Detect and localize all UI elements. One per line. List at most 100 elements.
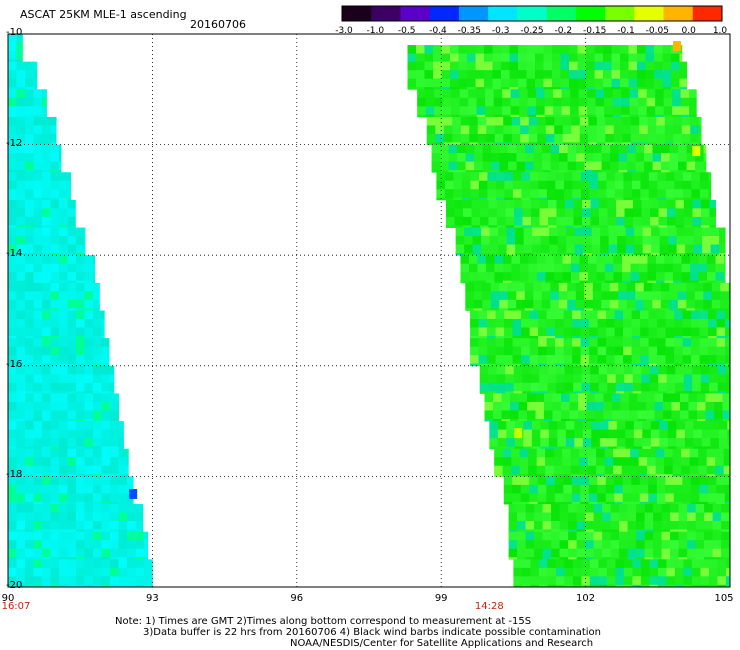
data-cell (640, 338, 649, 348)
data-cell (710, 236, 720, 245)
data-cell (682, 180, 692, 190)
data-cell (546, 336, 556, 339)
data-cell (526, 61, 536, 71)
data-cell (518, 87, 527, 90)
data-cell (513, 567, 523, 577)
data-cell (50, 216, 60, 226)
data-cell (661, 529, 671, 533)
data-cell (570, 89, 580, 99)
data-cell (50, 540, 60, 550)
data-cell (692, 216, 702, 226)
data-cell (50, 180, 60, 190)
data-cell (562, 448, 572, 458)
data-cell (572, 319, 581, 328)
data-cell (661, 153, 670, 162)
data-cell (16, 216, 26, 226)
data-cell (663, 114, 673, 118)
data-cell (59, 253, 68, 256)
data-cell (692, 391, 702, 394)
data-cell (514, 225, 523, 228)
data-cell (599, 438, 609, 447)
data-cell (504, 310, 513, 320)
data-cell (536, 280, 546, 284)
data-cell (144, 584, 153, 588)
data-cell (25, 512, 34, 522)
data-cell (523, 244, 533, 254)
colorbar-segment (663, 6, 694, 21)
data-cell (649, 584, 659, 588)
data-cell (544, 114, 554, 118)
data-cell (727, 438, 731, 447)
data-cell (666, 559, 676, 569)
data-cell (93, 282, 100, 292)
data-cell (592, 299, 602, 309)
data-cell (703, 153, 707, 162)
data-cell (8, 410, 17, 420)
data-cell (25, 346, 34, 356)
data-cell (691, 172, 701, 182)
data-cell (528, 142, 538, 145)
data-cell (703, 161, 707, 171)
data-cell (101, 557, 111, 560)
data-cell (441, 87, 451, 90)
data-cell (699, 501, 709, 505)
data-cell (632, 382, 642, 392)
data-cell (623, 346, 632, 356)
data-cell (8, 382, 17, 392)
data-cell (622, 116, 632, 126)
data-cell (624, 216, 634, 226)
data-cell (443, 133, 453, 143)
data-cell (635, 299, 645, 309)
data-cell (671, 87, 680, 90)
data-cell (609, 308, 619, 311)
data-cell (536, 272, 546, 282)
data-cell (675, 199, 685, 209)
data-cell (725, 567, 731, 577)
data-cell (515, 227, 525, 237)
data-cell (508, 557, 518, 560)
data-cell (503, 501, 513, 505)
data-cell (648, 363, 658, 367)
data-cell (135, 531, 145, 541)
data-cell (475, 61, 485, 71)
data-cell (699, 197, 709, 201)
data-cell (530, 559, 540, 569)
data-cell (684, 429, 694, 439)
data-cell (672, 280, 682, 284)
data-cell (499, 153, 509, 162)
data-cell (59, 170, 62, 173)
data-cell (25, 393, 34, 403)
data-cell (25, 567, 34, 577)
data-cell (33, 97, 43, 107)
data-cell (42, 346, 51, 356)
data-cell (655, 474, 665, 477)
data-cell (587, 97, 597, 107)
data-cell (551, 531, 560, 541)
data-cell (8, 438, 17, 447)
data-cell (118, 540, 128, 550)
data-cell (673, 493, 683, 503)
data-cell (658, 391, 668, 394)
data-cell (603, 61, 612, 71)
data-cell (665, 501, 675, 505)
data-cell (67, 540, 77, 550)
data-cell (614, 336, 624, 339)
data-cell (591, 227, 601, 237)
data-cell (407, 78, 417, 88)
data-cell (649, 382, 659, 392)
data-cell (612, 401, 621, 411)
data-cell (498, 236, 508, 245)
data-cell (644, 540, 654, 550)
data-cell (723, 272, 726, 282)
data-cell (556, 199, 566, 209)
data-cell (570, 448, 580, 458)
data-cell (589, 189, 599, 199)
data-cell (691, 180, 701, 190)
data-cell (644, 521, 654, 530)
data-cell (50, 446, 60, 450)
data-cell (719, 253, 726, 256)
data-cell (715, 263, 725, 273)
data-cell (42, 142, 51, 145)
data-cell (595, 393, 604, 403)
data-cell (530, 567, 540, 577)
